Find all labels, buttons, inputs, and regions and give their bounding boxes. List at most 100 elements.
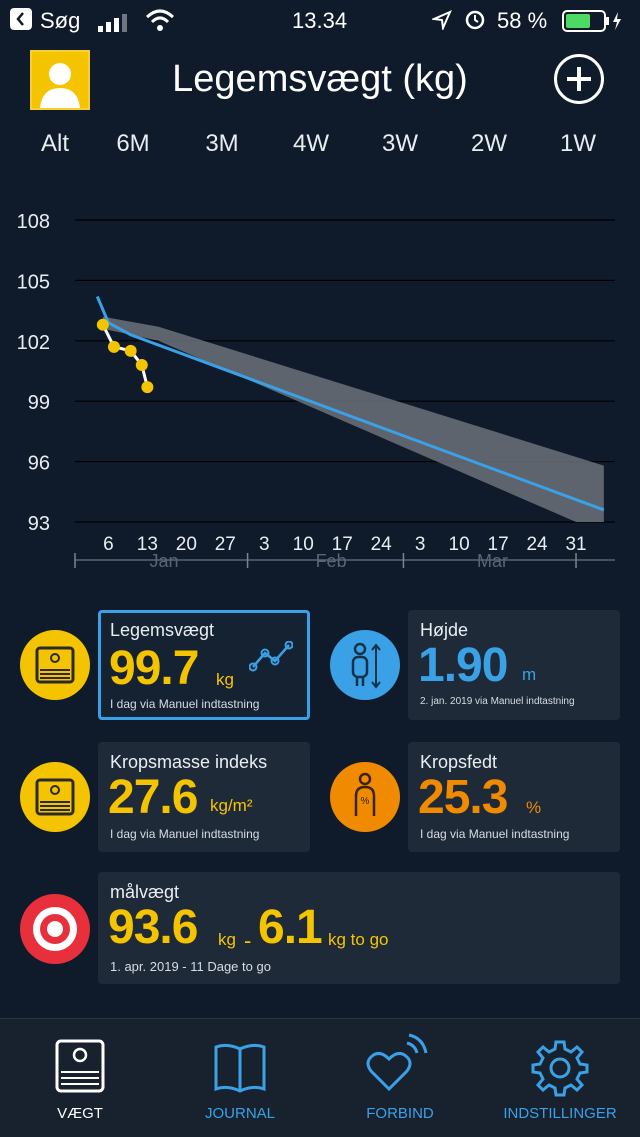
person-height-icon: [351, 642, 381, 689]
goal-card[interactable]: målvægt 93.6 kg - 6.1 kg to go 1. apr. 2…: [98, 872, 620, 984]
month-label: Jan: [150, 551, 179, 571]
weight-unit: kg: [216, 670, 234, 689]
x-tick-label: 6: [103, 534, 114, 555]
y-tick-label: 96: [28, 453, 50, 475]
back-button[interactable]: [10, 8, 32, 36]
scale-icon: [55, 1039, 105, 1093]
clock-time: 13.34: [292, 8, 348, 33]
data-point[interactable]: [96, 318, 109, 331]
data-point[interactable]: [107, 340, 120, 353]
weight-card[interactable]: Legemsvægt 99.7 kg I dag via Manuel indt…: [98, 610, 310, 720]
y-tick-label: 93: [28, 513, 50, 535]
goal-badge: [20, 894, 90, 964]
page-title: Legemsvægt (kg): [172, 58, 468, 100]
range-tab-3m[interactable]: 3M: [205, 130, 239, 157]
fat-badge: %: [330, 762, 400, 832]
goal-togo-value: 6.1: [258, 901, 323, 954]
x-tick-label: 24: [371, 534, 393, 555]
bmi-value: 27.6: [108, 771, 198, 824]
x-tick-label: 13: [137, 534, 158, 555]
back-chevron-icon: [10, 8, 32, 30]
tab-journal[interactable]: JOURNAL: [160, 1019, 320, 1137]
goal-togo-unit: kg to go: [328, 930, 389, 949]
tab-journal-label: JOURNAL: [204, 1105, 275, 1122]
add-button[interactable]: [554, 54, 604, 104]
bmi-badge: [20, 762, 90, 832]
battery-icon: [562, 10, 624, 38]
y-tick-label: 108: [17, 211, 50, 233]
range-tab-1w[interactable]: 1W: [560, 130, 596, 157]
tab-weight-label: VÆGT: [57, 1105, 103, 1122]
tab-weight[interactable]: VÆGT: [0, 1019, 160, 1137]
book-icon: [214, 1043, 266, 1093]
x-tick-label: 17: [488, 534, 509, 555]
signal-icon: [98, 12, 134, 38]
gear-icon: [531, 1040, 589, 1097]
fat-value: 25.3: [418, 771, 508, 824]
bmi-unit: kg/m²: [210, 796, 253, 815]
height-unit: m: [522, 665, 537, 684]
x-tick-label: 24: [526, 534, 548, 555]
height-value: 1.90: [418, 639, 508, 692]
trend-uncertainty-band: [102, 316, 604, 522]
goal-dash: -: [244, 928, 252, 953]
data-point[interactable]: [141, 381, 154, 394]
range-tab-2w[interactable]: 2W: [471, 130, 507, 157]
tab-bar: VÆGT JOURNAL FORBIND INDSTILLINGER: [0, 1018, 640, 1137]
x-tick-label: 31: [565, 534, 586, 555]
fat-source: I dag via Manuel indtastning: [420, 827, 570, 841]
weight-label: Legemsvægt: [110, 620, 215, 640]
height-source: 2. jan. 2019 via Manuel indtastning: [420, 696, 575, 707]
back-label[interactable]: Søg: [40, 8, 81, 33]
scale-icon: [35, 778, 75, 816]
tab-connect[interactable]: FORBIND: [320, 1019, 480, 1137]
scale-icon: [35, 646, 75, 684]
goal-label: målvægt: [110, 882, 180, 902]
month-label: Feb: [316, 551, 347, 571]
y-tick-label: 99: [28, 392, 50, 414]
height-card[interactable]: Højde 1.90 m 2. jan. 2019 via Manuel ind…: [408, 610, 620, 720]
avatar[interactable]: [30, 50, 90, 110]
trend-chart-icon[interactable]: [249, 641, 293, 673]
tab-settings[interactable]: INDSTILLINGER: [480, 1019, 640, 1137]
heart-signal-icon: [366, 1033, 428, 1092]
weight-source: I dag via Manuel indtastning: [110, 697, 260, 711]
data-point[interactable]: [124, 344, 137, 357]
bmi-source: I dag via Manuel indtastning: [110, 827, 260, 841]
data-point[interactable]: [135, 358, 148, 371]
location-icon: [430, 10, 452, 36]
goal-unit: kg: [218, 930, 236, 949]
bmi-label: Kropsmasse indeks: [110, 752, 268, 772]
range-tab-6m[interactable]: 6M: [116, 130, 150, 157]
alarm-icon: [464, 8, 486, 36]
x-tick-label: 3: [415, 534, 426, 555]
y-tick-label: 102: [17, 332, 50, 354]
fat-label: Kropsfedt: [420, 752, 498, 772]
fat-card[interactable]: Kropsfedt 25.3 % I dag via Manuel indtas…: [408, 742, 620, 852]
body-fat-icon: %: [354, 772, 376, 816]
month-label: Mar: [477, 551, 508, 571]
tab-connect-label: FORBIND: [366, 1105, 434, 1122]
x-tick-label: 3: [259, 534, 270, 555]
range-tab-4w[interactable]: 4W: [293, 130, 329, 157]
target-icon: [33, 907, 77, 951]
x-tick-label: 10: [293, 534, 314, 555]
bmi-card[interactable]: Kropsmasse indeks 27.6 kg/m² I dag via M…: [98, 742, 310, 852]
fat-unit: %: [526, 798, 542, 817]
goal-value: 93.6: [108, 901, 198, 954]
x-tick-label: 17: [332, 534, 353, 555]
x-tick-label: 10: [449, 534, 470, 555]
weight-value: 99.7: [109, 642, 199, 695]
wifi-icon: [145, 8, 175, 38]
range-tab-3w[interactable]: 3W: [382, 130, 418, 157]
height-label: Højde: [420, 620, 469, 640]
goal-date: 1. apr. 2019 - 11 Dage to go: [110, 959, 271, 974]
status-bar: Søg 13.34 58 %: [0, 0, 640, 40]
x-tick-label: 20: [176, 534, 197, 555]
y-tick-label: 105: [17, 271, 50, 293]
trend-line: [95, 295, 605, 512]
range-tab-alt[interactable]: Alt: [40, 130, 69, 157]
person-icon: [40, 63, 80, 108]
svg-text:%: %: [361, 796, 370, 807]
